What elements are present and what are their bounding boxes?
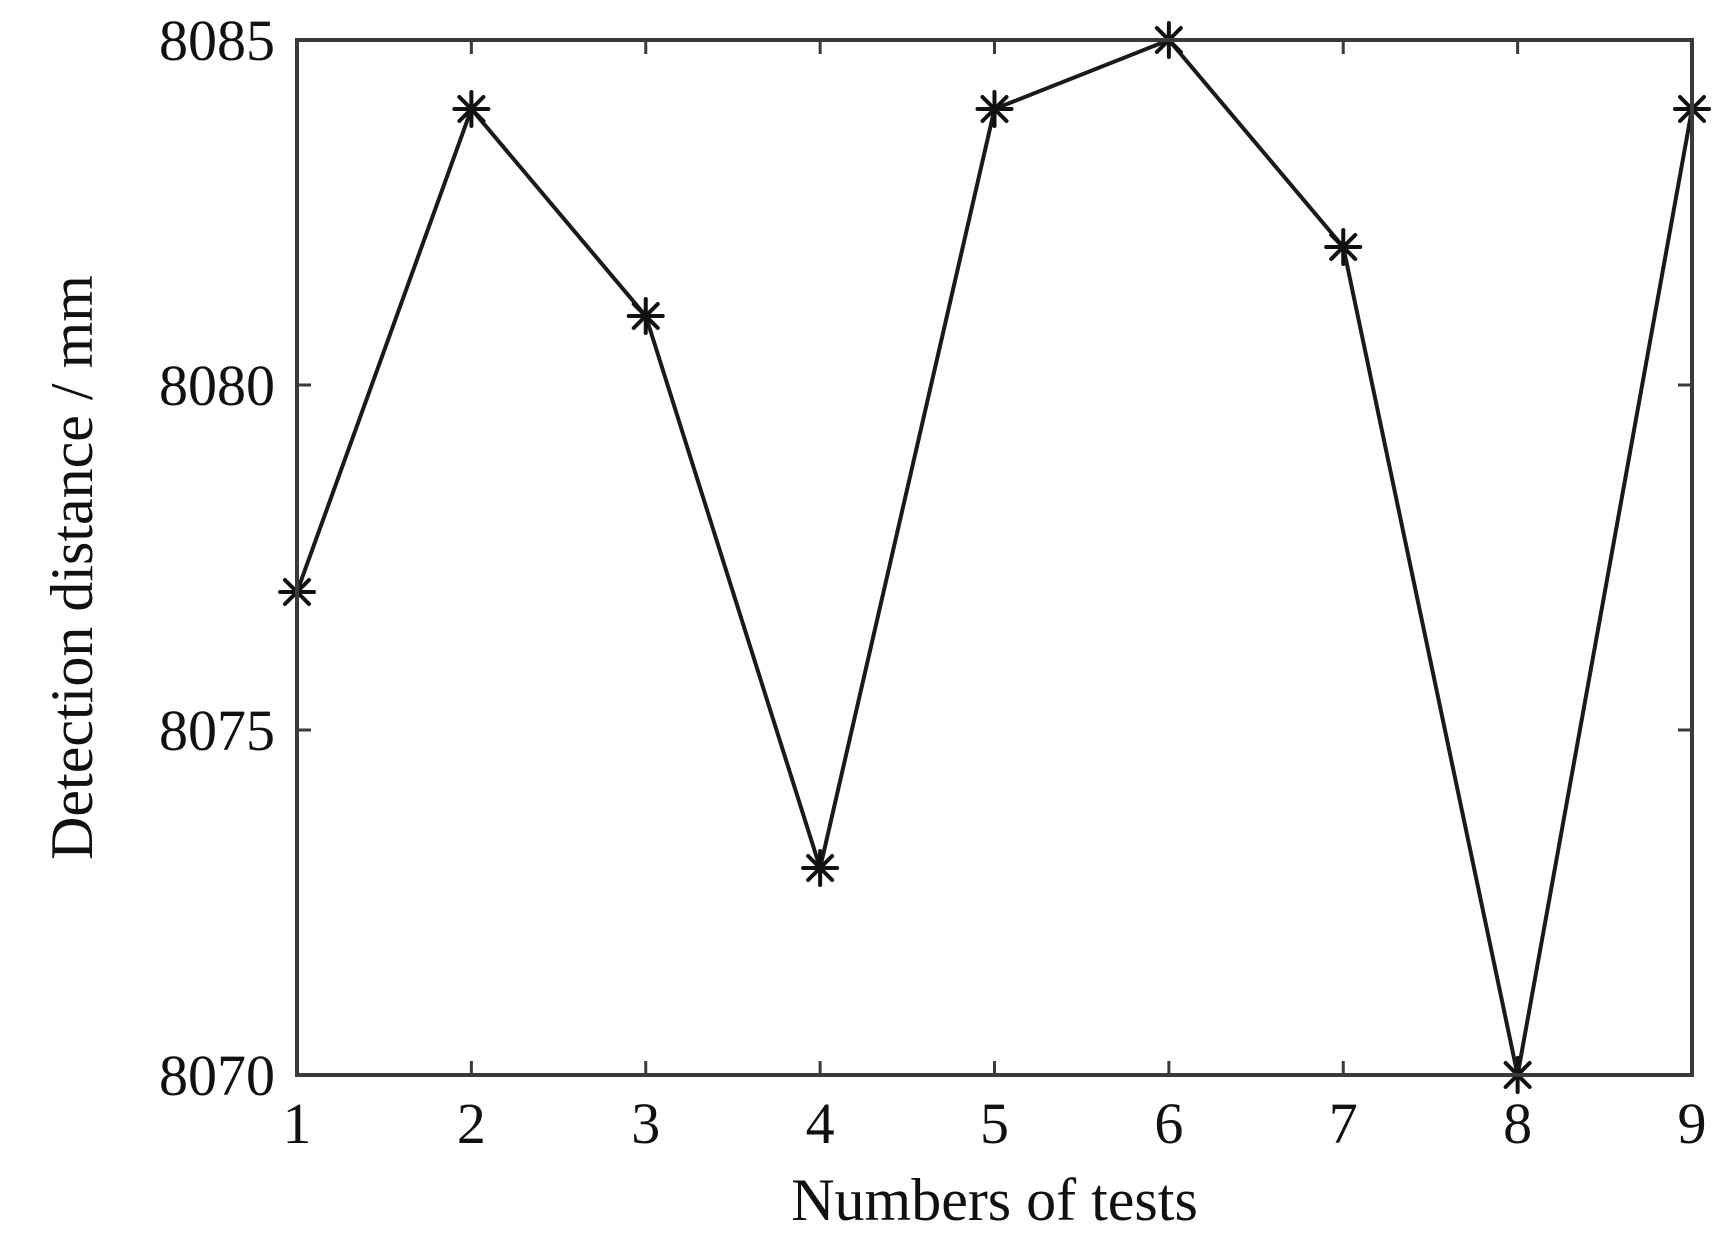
y-tick-label: 8070 xyxy=(159,1043,275,1108)
data-point-marker xyxy=(801,849,840,887)
x-tick-label: 8 xyxy=(1503,1091,1532,1156)
x-tick-label: 5 xyxy=(980,1091,1009,1156)
x-axis-title: Numbers of tests xyxy=(791,1167,1198,1233)
x-tick-label: 3 xyxy=(631,1091,660,1156)
data-point-marker xyxy=(626,297,665,335)
plot-frame xyxy=(295,38,1694,1077)
y-tick-label: 8075 xyxy=(159,698,275,763)
axis-ticks xyxy=(295,38,1694,1077)
data-markers xyxy=(278,21,1711,1094)
x-tick-label: 9 xyxy=(1678,1091,1707,1156)
tick-labels: 1 2 3 4 5 6 7 8 9 8070 8075 8080 8085 xyxy=(159,8,1707,1156)
x-tick-label: 4 xyxy=(806,1091,835,1156)
x-tick-label: 7 xyxy=(1329,1091,1358,1156)
y-tick-label: 8085 xyxy=(159,8,275,73)
data-point-marker xyxy=(452,90,491,128)
y-axis-title: Detection distance / mm xyxy=(39,275,105,860)
x-tick-label: 2 xyxy=(457,1091,486,1156)
y-tick-label: 8080 xyxy=(159,353,275,418)
x-tick-label: 1 xyxy=(283,1091,312,1156)
data-point-marker xyxy=(975,90,1014,128)
series-line xyxy=(295,38,1694,1077)
data-point-marker xyxy=(1324,228,1363,266)
x-tick-label: 6 xyxy=(1154,1091,1183,1156)
